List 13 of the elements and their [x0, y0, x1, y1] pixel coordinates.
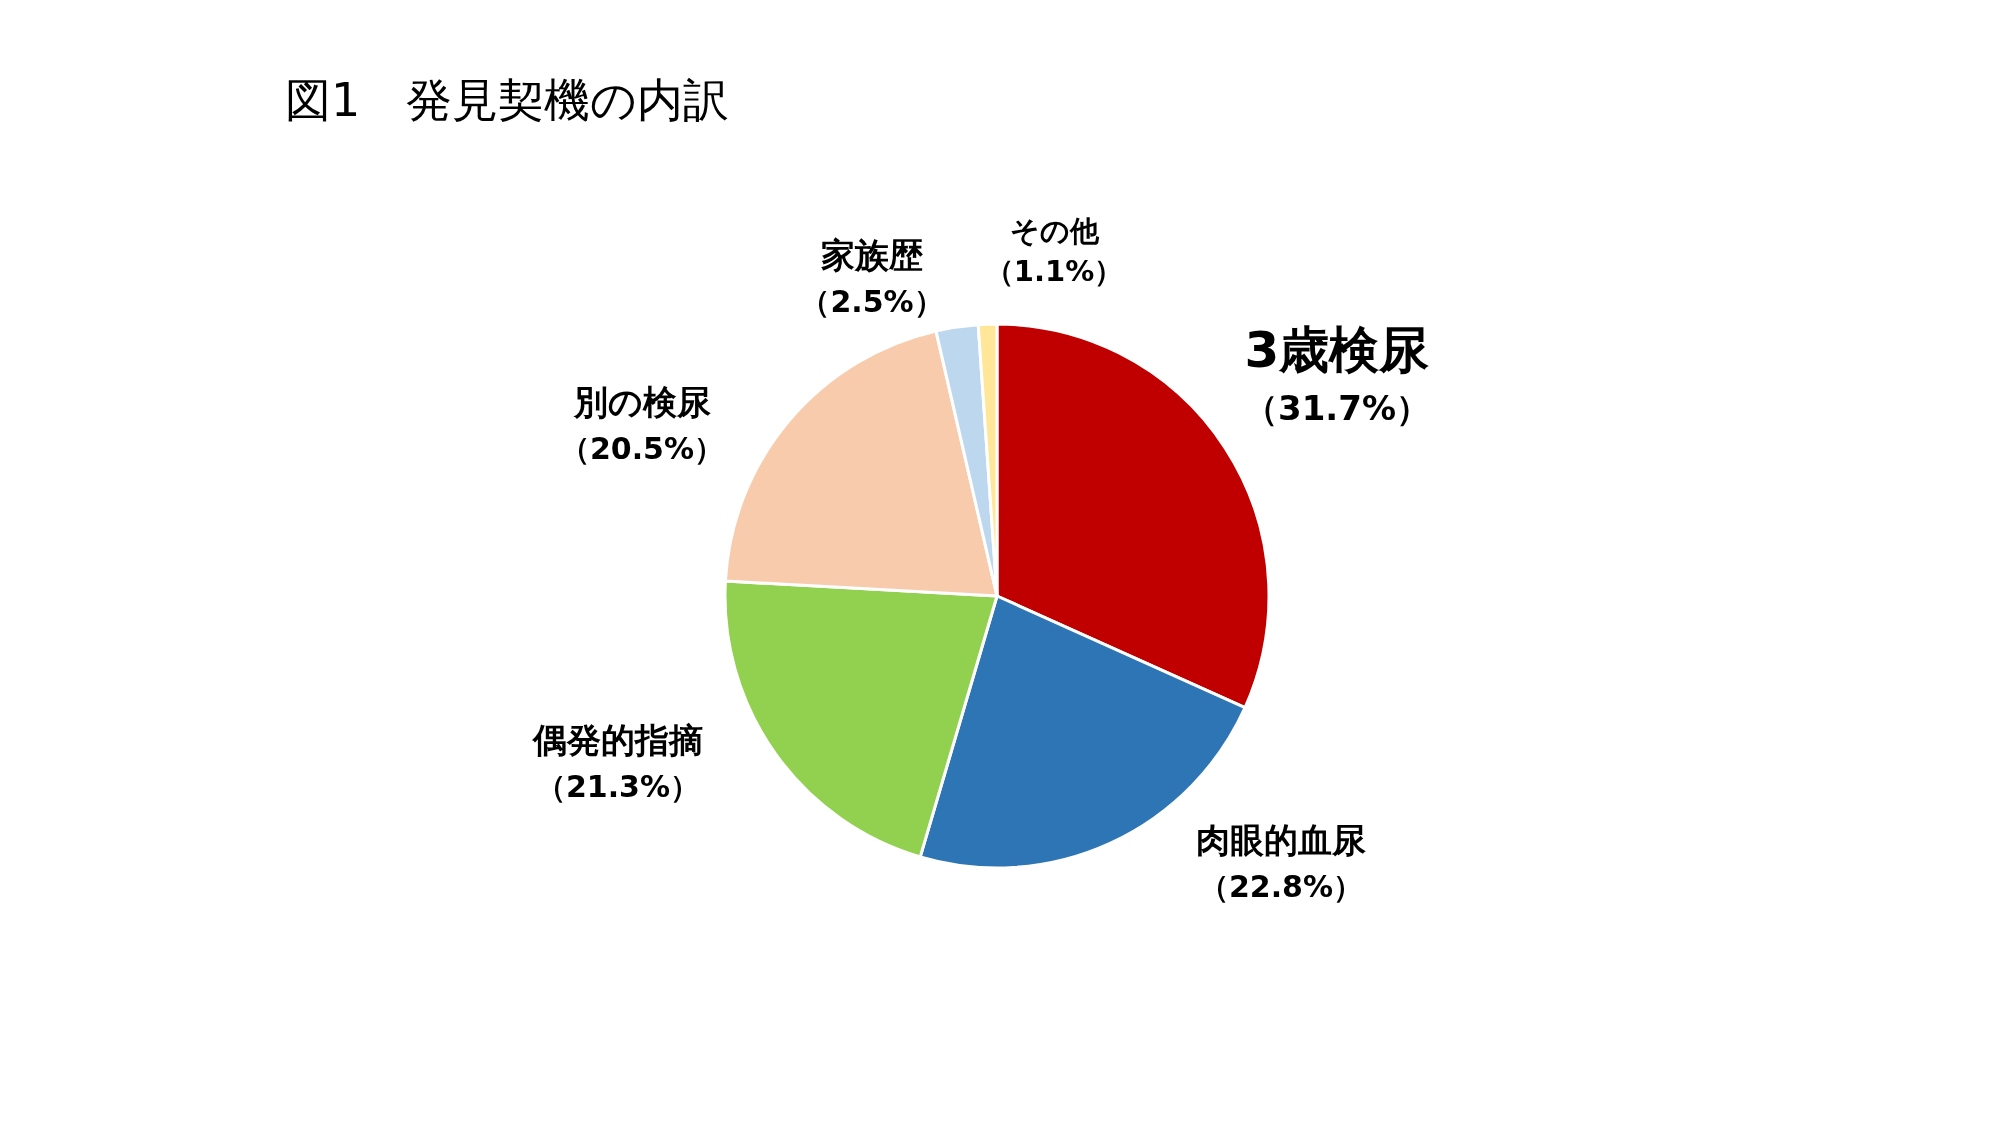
chart-title: 図1 発見契機の内訳	[285, 73, 730, 127]
data-label: （22.8%）	[1198, 868, 1364, 904]
data-label: （21.3%）	[535, 768, 701, 804]
data-label: （1.1%）	[984, 254, 1124, 288]
slice-label: その他	[1009, 214, 1100, 248]
data-label: （20.5%）	[559, 430, 725, 466]
slice-label: 偶発的指摘	[532, 720, 703, 760]
slice-label: 3歳検尿	[1244, 321, 1430, 379]
slice-label: 別の検尿	[572, 382, 711, 422]
slice-label: 家族歴	[821, 235, 923, 275]
data-label: （31.7%）	[1244, 388, 1430, 428]
slice-label: 肉眼的血尿	[1196, 820, 1366, 860]
data-label: （2.5%）	[800, 283, 944, 319]
